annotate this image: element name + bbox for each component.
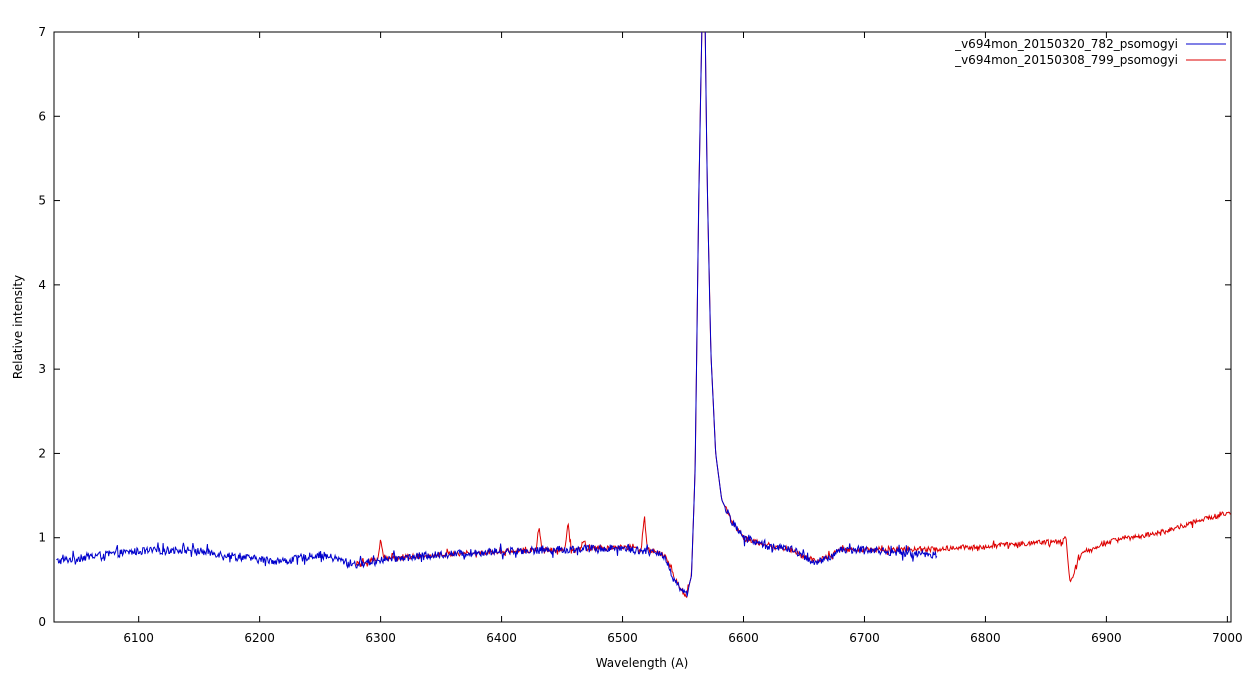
y-tick-label: 0 [38,615,46,629]
y-axis: 0 1 2 3 4 5 6 7 [38,25,1231,629]
legend-label-series-1: _v694mon_20150320_782_psomogyi [954,37,1178,51]
x-axis: 6100 6200 6300 6400 6500 6600 6700 6800 6900 7000 [123,32,1243,645]
y-tick-label: 7 [38,25,46,39]
y-tick-label: 4 [38,278,46,292]
x-tick-label: 6700 [849,631,880,645]
y-axis-title: Relative intensity [11,275,25,379]
series-line-1 [56,32,938,597]
x-tick-label: 6300 [365,631,396,645]
series-line-2 [355,32,1231,599]
y-tick-label: 1 [38,531,46,545]
series-layer [56,32,1231,599]
x-tick-label: 6500 [607,631,638,645]
x-tick-label: 6600 [728,631,759,645]
x-tick-label: 6100 [123,631,154,645]
x-tick-label: 6200 [244,631,275,645]
x-tick-label: 7000 [1212,631,1243,645]
x-tick-label: 6900 [1091,631,1122,645]
legend: _v694mon_20150320_782_psomogyi _v694mon_… [954,37,1226,67]
y-tick-label: 3 [38,362,46,376]
x-tick-label: 6400 [486,631,517,645]
y-tick-label: 6 [38,109,46,123]
legend-label-series-2: _v694mon_20150308_799_psomogyi [954,53,1178,67]
plot-frame [53,31,1232,623]
y-tick-label: 5 [38,194,46,208]
x-tick-label: 6800 [970,631,1001,645]
x-axis-title: Wavelength (A) [596,656,689,670]
y-tick-label: 2 [38,446,46,460]
